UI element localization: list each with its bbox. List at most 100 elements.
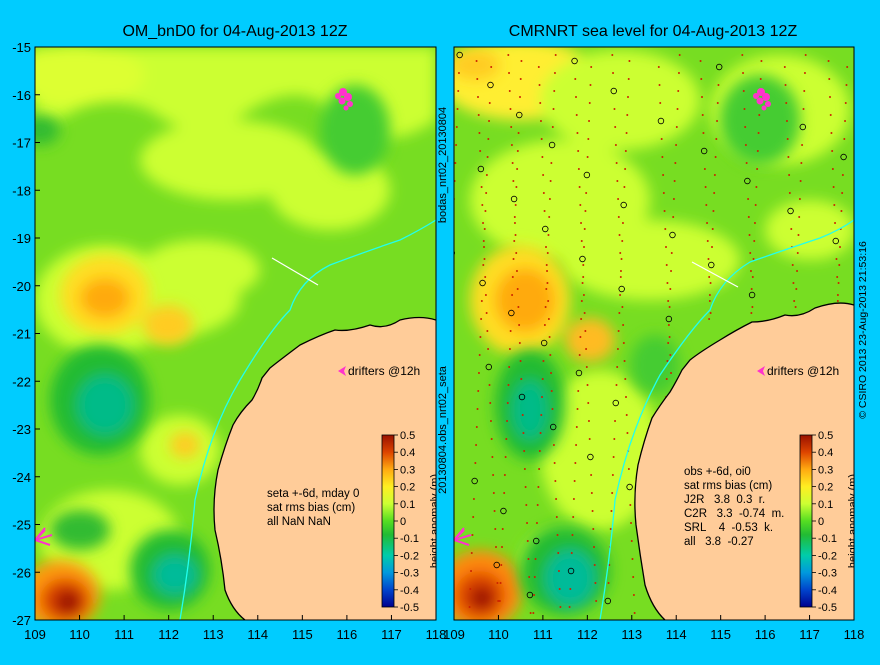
obs-point bbox=[471, 534, 474, 536]
right-drifters-label: drifters @12h bbox=[767, 364, 839, 378]
obs-point bbox=[580, 240, 583, 242]
obs-point bbox=[468, 606, 471, 608]
obs-point bbox=[541, 156, 544, 158]
obs-point bbox=[575, 96, 577, 98]
obs-point bbox=[533, 576, 536, 578]
obs-point bbox=[667, 300, 670, 302]
obs-point bbox=[753, 240, 756, 242]
obs-point bbox=[791, 264, 794, 266]
left-panel: OM_bnD0 for 04-Aug-2013 12Z bbox=[12, 23, 446, 642]
y-tick-label: -19 bbox=[12, 231, 31, 246]
obs-point bbox=[518, 393, 526, 401]
obs-point bbox=[454, 250, 455, 256]
obs-point bbox=[796, 270, 799, 272]
obs-point bbox=[501, 528, 504, 530]
obs-point bbox=[579, 336, 582, 338]
left-colorbar-tick-label: -0.4 bbox=[400, 585, 419, 597]
obs-point bbox=[667, 342, 670, 344]
obs-point bbox=[751, 306, 754, 308]
obs-point bbox=[487, 81, 494, 89]
obs-point bbox=[611, 474, 614, 476]
obs-point bbox=[533, 594, 536, 596]
obs-point bbox=[579, 204, 582, 206]
obs-point bbox=[665, 264, 668, 266]
obs-point bbox=[630, 522, 633, 524]
left-colorbar-tick-label: -0.3 bbox=[400, 568, 419, 580]
obs-point bbox=[490, 66, 493, 68]
obs-point bbox=[525, 504, 528, 506]
obs-point bbox=[837, 282, 840, 284]
obs-point bbox=[844, 102, 847, 104]
obs-point bbox=[714, 156, 717, 158]
obs-point bbox=[505, 438, 508, 440]
obs-point bbox=[611, 54, 614, 56]
obs-point bbox=[510, 126, 513, 128]
obs-point bbox=[492, 474, 495, 476]
obs-point bbox=[614, 126, 617, 128]
obs-point bbox=[540, 339, 548, 347]
obs-point bbox=[543, 324, 546, 326]
obs-point bbox=[622, 324, 625, 326]
right-stats-line-3: J2R 3.8 0.3 r. bbox=[684, 494, 765, 506]
obs-point bbox=[456, 108, 459, 110]
obs-point bbox=[523, 468, 526, 470]
y-tick-label: -15 bbox=[12, 40, 31, 55]
obs-point bbox=[755, 186, 758, 188]
obs-point bbox=[550, 372, 553, 374]
obs-point bbox=[627, 468, 630, 470]
obs-point bbox=[500, 507, 507, 515]
right-drifter-cluster bbox=[753, 88, 771, 111]
obs-point bbox=[545, 288, 548, 290]
obs-point bbox=[586, 156, 589, 158]
obs-point bbox=[578, 186, 581, 188]
obs-point bbox=[457, 72, 460, 74]
obs-point bbox=[483, 258, 486, 260]
right-x-tick-label: 112 bbox=[577, 627, 598, 642]
obs-point bbox=[470, 552, 473, 554]
obs-point bbox=[835, 258, 838, 260]
obs-point bbox=[477, 165, 485, 173]
obs-point bbox=[620, 258, 623, 260]
obs-point bbox=[587, 402, 590, 404]
obs-point bbox=[518, 324, 521, 326]
obs-point bbox=[666, 360, 669, 362]
right-negative-anomalies bbox=[495, 75, 800, 615]
obs-point bbox=[571, 57, 578, 65]
obs-point bbox=[503, 474, 506, 476]
right-x-tick-label: 115 bbox=[710, 627, 731, 642]
obs-point bbox=[528, 576, 531, 578]
obs-point bbox=[588, 120, 591, 122]
obs-point bbox=[536, 504, 539, 506]
y-tick-label: -23 bbox=[12, 422, 31, 437]
obs-point bbox=[514, 204, 517, 206]
obs-point bbox=[513, 222, 516, 224]
obs-point bbox=[553, 90, 556, 92]
obs-point bbox=[616, 348, 619, 350]
obs-point bbox=[613, 108, 616, 110]
obs-point bbox=[799, 180, 802, 182]
right-x-tick-label: 117 bbox=[799, 627, 820, 642]
obs-point bbox=[456, 51, 463, 59]
left-colorbar-label: height anomaly (m) bbox=[429, 474, 441, 568]
obs-point bbox=[542, 174, 545, 176]
obs-point bbox=[741, 54, 744, 56]
obs-point bbox=[495, 546, 497, 548]
obs-point bbox=[478, 132, 481, 134]
left-x-tick-label: 112 bbox=[158, 627, 179, 642]
obs-point bbox=[519, 96, 521, 98]
left-x-tick-label: 110 bbox=[69, 627, 90, 642]
right-coastline bbox=[634, 302, 854, 620]
obs-point bbox=[449, 288, 451, 290]
obs-point bbox=[526, 591, 534, 599]
obs-point bbox=[659, 102, 662, 104]
obs-point bbox=[838, 264, 841, 266]
obs-point bbox=[713, 192, 716, 194]
obs-point bbox=[457, 90, 460, 92]
obs-point bbox=[518, 342, 521, 344]
left-stats-box: seta +-6d, mday 0 sat rms bias (cm) all … bbox=[267, 488, 359, 528]
obs-point bbox=[439, 540, 441, 542]
obs-point bbox=[474, 462, 477, 464]
obs-point bbox=[613, 438, 616, 440]
obs-point bbox=[543, 210, 546, 212]
obs-point bbox=[548, 216, 551, 218]
